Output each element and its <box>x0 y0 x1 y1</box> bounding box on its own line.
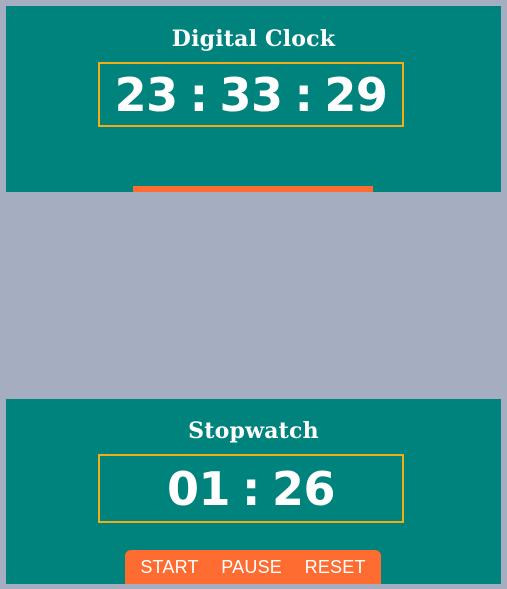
clock-minutes: 33 <box>219 67 283 122</box>
stopwatch-controls: START PAUSE RESET <box>125 550 381 584</box>
stopwatch-separator: : <box>242 461 260 516</box>
clock-hours: 23 <box>114 67 179 122</box>
clock-seconds: 29 <box>324 67 388 122</box>
stopwatch-minutes: 01 <box>167 461 231 516</box>
clock-display: 23 : 33 : 29 <box>98 62 404 127</box>
pause-button[interactable]: PAUSE <box>215 557 288 578</box>
stopwatch-display: 01 : 26 <box>98 454 404 523</box>
digital-clock-panel: Digital Clock 23 : 33 : 29 <box>6 6 501 192</box>
start-button[interactable]: START <box>134 557 204 578</box>
reset-button[interactable]: RESET <box>299 557 372 578</box>
stopwatch-seconds: 26 <box>271 461 336 516</box>
stopwatch-title: Stopwatch <box>188 418 319 444</box>
clock-accent-bar <box>133 186 373 192</box>
clock-separator: : <box>294 67 313 122</box>
stopwatch-panel: Stopwatch 01 : 26 START PAUSE RESET <box>6 399 501 584</box>
clock-separator: : <box>189 67 208 122</box>
clock-title: Digital Clock <box>171 26 336 52</box>
